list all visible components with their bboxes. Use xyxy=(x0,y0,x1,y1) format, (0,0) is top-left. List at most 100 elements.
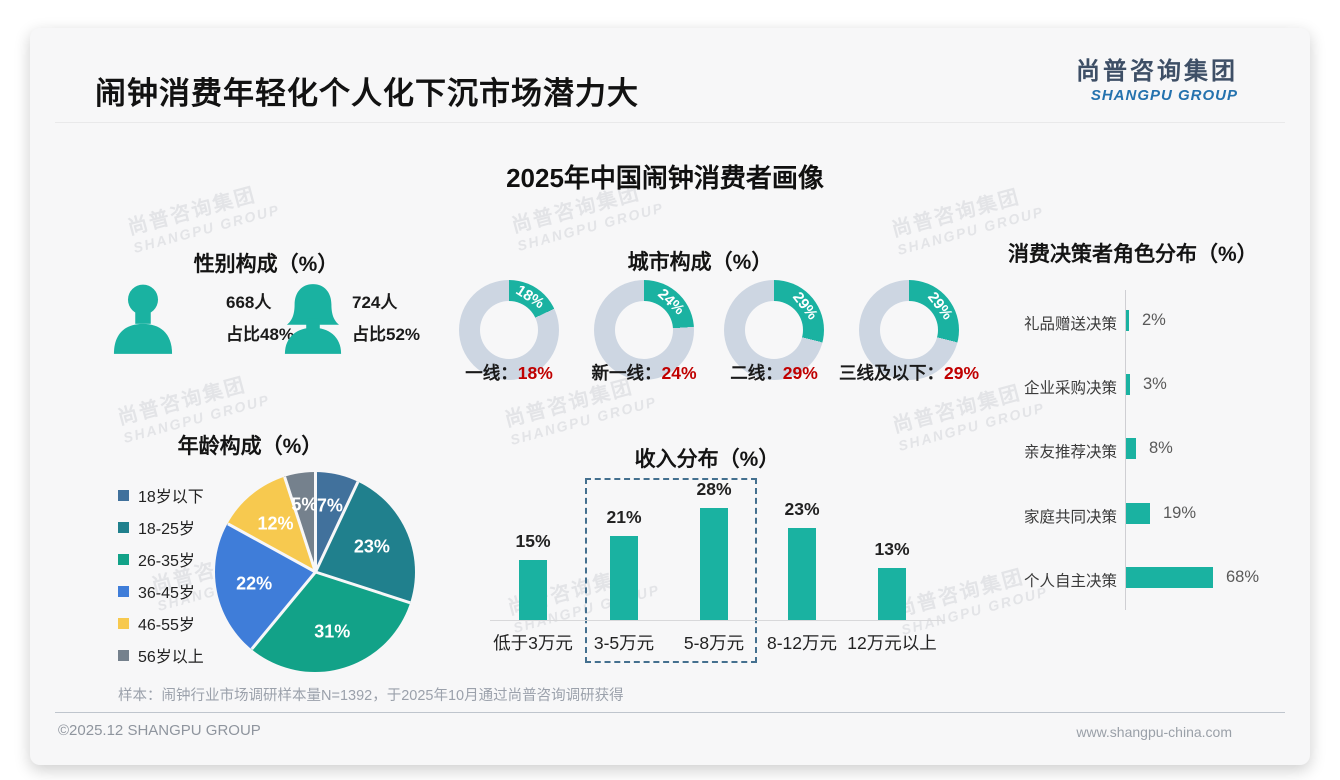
income-bar xyxy=(788,528,816,620)
chart-main-title: 2025年中国闹钟消费者画像 xyxy=(506,163,824,193)
donut-caption-label: 新一线： xyxy=(591,363,662,383)
legend-label: 36-45岁 xyxy=(138,585,195,602)
donut-arc-label: 24% xyxy=(653,285,688,319)
decision-section-title: 消费决策者角色分布（%） xyxy=(1008,243,1258,266)
income-bar-value: 28% xyxy=(696,479,732,499)
pie-separator xyxy=(313,472,317,572)
legend-label: 18-25岁 xyxy=(138,521,195,538)
donut-arc-label: 29% xyxy=(923,289,956,324)
legend-swatch xyxy=(118,649,129,661)
decision-row-label: 家庭共同决策 xyxy=(1023,509,1117,526)
legend-item: 18岁以下 xyxy=(118,483,204,507)
male-share: 占比48% xyxy=(226,325,295,344)
decision-bar-value: 3% xyxy=(1143,375,1167,393)
decision-bar-value: 8% xyxy=(1149,439,1173,457)
female-icon xyxy=(282,282,344,359)
donut-caption-value: 18% xyxy=(517,363,553,383)
female-count: 724人 xyxy=(352,293,398,312)
income-category-label: 低于3万元 xyxy=(493,633,573,653)
decision-bar-value: 68% xyxy=(1226,568,1260,586)
decision-bar-value: 2% xyxy=(1142,311,1166,329)
male-count: 668人 xyxy=(226,293,272,312)
income-bar-value: 21% xyxy=(606,507,642,527)
legend-label: 46-55岁 xyxy=(138,617,195,634)
income-category-label: 5-8万元 xyxy=(683,633,745,653)
pie-slice-label: 22% xyxy=(236,573,273,594)
decision-bar xyxy=(1126,374,1130,395)
donut-tier3-below: 29% xyxy=(859,280,959,380)
city-section-title: 城市构成（%） xyxy=(627,251,773,274)
pie-slice-label: 31% xyxy=(314,621,351,642)
income-bar-value: 15% xyxy=(515,531,551,551)
company-logo: 尚普咨询集团 SHANGPU GROUP xyxy=(1076,58,1238,104)
income-category-label: 3-5万元 xyxy=(593,633,655,653)
decision-bar xyxy=(1126,310,1129,331)
legend-label: 56岁以上 xyxy=(138,649,204,666)
decision-row-label: 企业采购决策 xyxy=(1023,380,1117,397)
age-pie: 7% 23% 31% 22% 12% 5% xyxy=(215,472,415,672)
sample-note: 样本：闹钟行业市场调研样本量N=1392，于2025年10月通过尚普咨询调研获得 xyxy=(118,688,624,704)
donut-caption-label: 三线及以下： xyxy=(838,363,944,383)
legend-item: 26-35岁 xyxy=(118,547,195,571)
decision-bar xyxy=(1126,567,1213,588)
pie-slice-label: 7% xyxy=(316,495,343,516)
legend-swatch xyxy=(118,585,129,597)
legend-swatch xyxy=(118,617,129,629)
decision-row-label: 个人自主决策 xyxy=(1023,573,1117,590)
gender-section-title: 性别构成（%） xyxy=(193,253,339,276)
donut-caption-tier2: 二线：29% xyxy=(689,360,859,385)
logo-en-text: SHANGPU GROUP xyxy=(1090,87,1238,104)
logo-cn-text: 尚普咨询集团 xyxy=(1076,58,1238,85)
legend-item: 46-55岁 xyxy=(118,611,195,635)
income-category-label: 8-12万元 xyxy=(766,633,838,653)
income-section-title: 收入分布（%） xyxy=(634,448,780,471)
legend-swatch xyxy=(118,489,129,501)
income-bar-value: 13% xyxy=(874,539,910,559)
female-share: 占比52% xyxy=(352,325,421,344)
pie-slice-label: 23% xyxy=(353,536,390,557)
decision-row-label: 亲友推荐决策 xyxy=(1023,444,1117,461)
donut-caption-value: 29% xyxy=(782,363,818,383)
page-title: 闹钟消费年轻化个人化下沉市场潜力大 xyxy=(95,76,639,111)
decision-axis-line xyxy=(1125,290,1126,610)
decision-bar xyxy=(1126,503,1150,524)
income-category-label: 12万元以上 xyxy=(847,633,937,653)
age-section-title: 年龄构成（%） xyxy=(177,435,323,458)
legend-swatch xyxy=(118,521,129,533)
decision-row-label: 礼品赠送决策 xyxy=(1023,316,1117,333)
income-bar-value: 23% xyxy=(784,499,820,519)
income-bar xyxy=(519,560,547,620)
report-card: 尚普咨询集团 SHANGPU GROUP 尚普咨询集团 SHANGPU GROUP … xyxy=(30,28,1310,765)
copyright-text: ©2025.12 SHANGPU GROUP xyxy=(58,722,261,739)
donut-caption-value: 29% xyxy=(943,363,980,383)
donut-caption-value: 24% xyxy=(661,363,697,383)
donut-arc-label: 18% xyxy=(512,281,548,313)
donut-tier1: 18% xyxy=(459,280,559,380)
title-divider xyxy=(55,122,1285,123)
donut-new-tier1: 24% xyxy=(594,280,694,380)
legend-swatch xyxy=(118,553,129,565)
legend-label: 18岁以下 xyxy=(138,489,204,506)
income-bar xyxy=(878,568,906,620)
donut-caption-label: 一线： xyxy=(465,363,518,383)
income-baseline xyxy=(490,620,945,621)
pie-slice-label: 5% xyxy=(291,494,318,515)
legend-label: 26-35岁 xyxy=(138,553,195,570)
income-highlight-box xyxy=(585,478,757,663)
footer-divider xyxy=(55,712,1285,713)
income-bar xyxy=(610,536,638,620)
donut-tier2: 29% xyxy=(724,280,824,380)
decision-bar-value: 19% xyxy=(1163,504,1197,522)
legend-item: 36-45岁 xyxy=(118,579,195,603)
legend-item: 56岁以上 xyxy=(118,643,204,667)
donut-caption-new-tier1: 新一线：24% xyxy=(559,360,729,385)
legend-item: 18-25岁 xyxy=(118,515,195,539)
income-bar xyxy=(700,508,728,620)
pie-slice-label: 12% xyxy=(257,513,294,534)
pie-separator xyxy=(314,570,411,605)
donut-arc-label: 29% xyxy=(788,289,821,324)
donut-caption-tier1: 一线：18% xyxy=(424,360,594,385)
decision-bar xyxy=(1126,438,1136,459)
